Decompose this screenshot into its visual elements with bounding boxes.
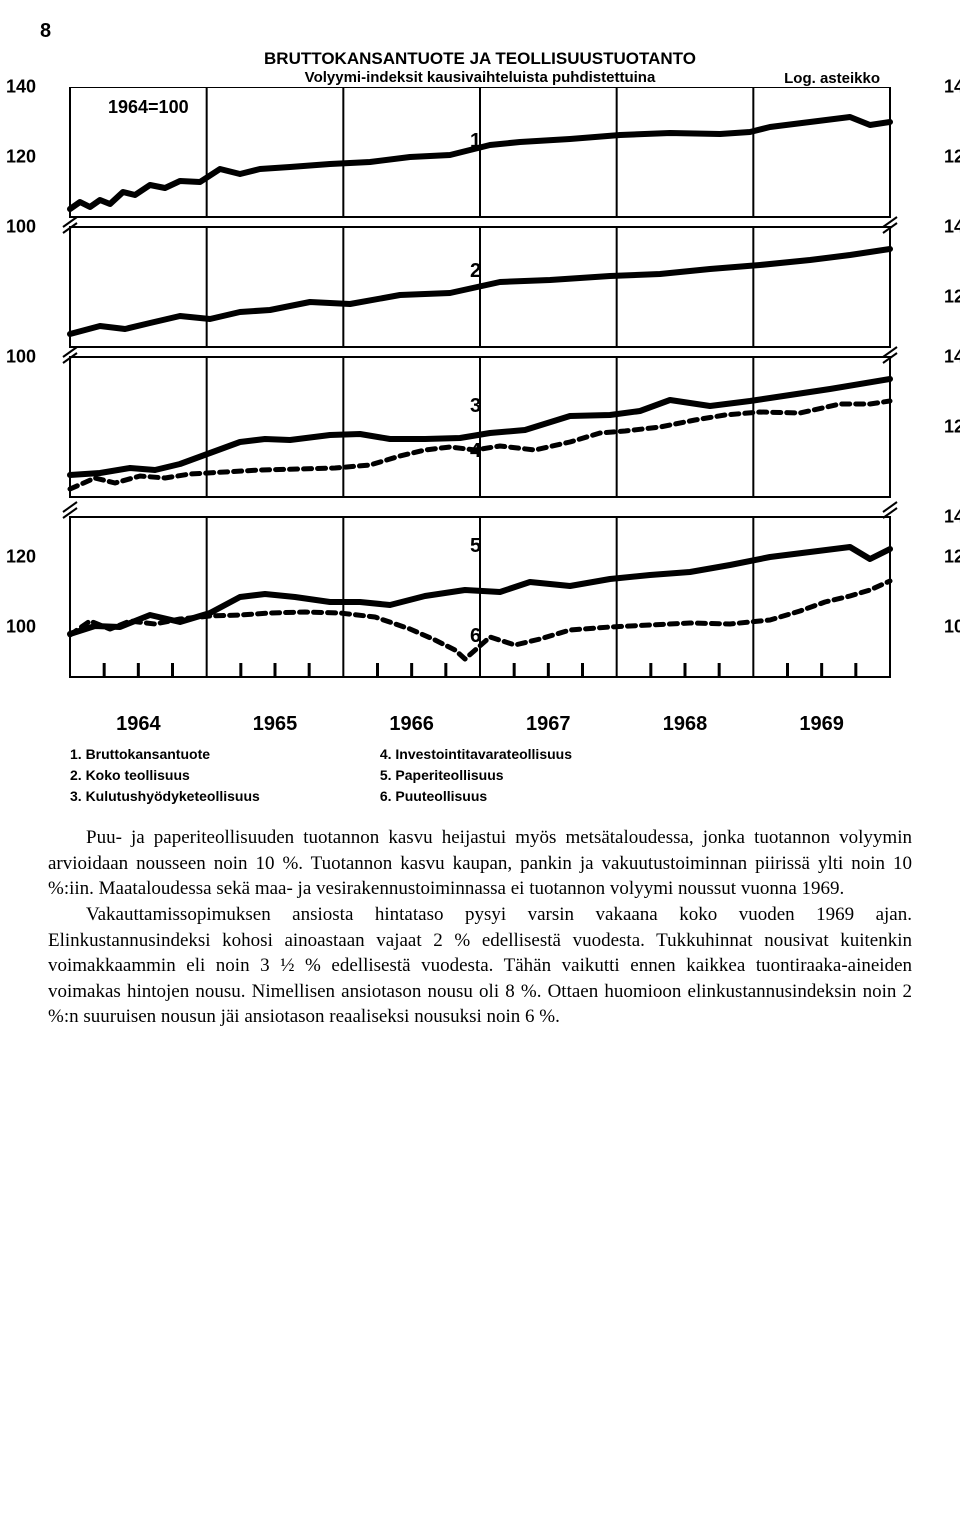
y-axis-tick-left: 100 xyxy=(0,347,36,368)
body-text: Puu- ja paperiteollisuuden tuotannon kas… xyxy=(48,825,912,1030)
body-paragraph: Puu- ja paperiteollisuuden tuotannon kas… xyxy=(48,825,912,902)
legend-item: 6. Puuteollisuus xyxy=(380,786,572,807)
y-axis-tick-left: 120 xyxy=(0,147,36,168)
y-axis-tick-left: 100 xyxy=(0,617,36,638)
y-axis-tick-right: 140 xyxy=(924,77,960,98)
chart-legend: 1. Bruttokansantuote2. Koko teollisuus3.… xyxy=(70,744,890,807)
x-axis-labels: 1964 1965 1966 1967 1968 1969 xyxy=(70,713,890,736)
y-axis-tick-right: 140 xyxy=(924,347,960,368)
legend-item: 4. Investointitavarateollisuus xyxy=(380,744,572,765)
y-axis-tick-left: 120 xyxy=(0,547,36,568)
svg-text:4: 4 xyxy=(470,440,482,462)
y-axis-tick-right: 140 xyxy=(924,507,960,528)
body-paragraph: Vakauttamissopimuksen ansiosta hintataso… xyxy=(48,902,912,1030)
legend-item: 5. Paperiteollisuus xyxy=(380,765,572,786)
chart-container: 123456 1964=100 140120140120100140120100… xyxy=(40,87,920,707)
svg-text:1: 1 xyxy=(470,130,481,152)
y-axis-tick-left: 140 xyxy=(0,77,36,98)
legend-right-column: 4. Investointitavarateollisuus5. Paperit… xyxy=(380,744,572,807)
base-year-label: 1964=100 xyxy=(108,97,189,118)
x-axis-year: 1965 xyxy=(253,713,298,736)
y-axis-tick-right: 120 xyxy=(924,417,960,438)
y-axis-tick-right: 100 xyxy=(924,617,960,638)
legend-item: 1. Bruttokansantuote xyxy=(70,744,260,765)
y-axis-tick-right: 140 xyxy=(924,217,960,238)
svg-text:5: 5 xyxy=(470,535,481,557)
x-axis-year: 1968 xyxy=(663,713,708,736)
x-axis-year: 1966 xyxy=(389,713,434,736)
page-number: 8 xyxy=(40,20,920,43)
x-axis-year: 1964 xyxy=(116,713,161,736)
y-axis-tick-left: 100 xyxy=(0,217,36,238)
svg-text:6: 6 xyxy=(470,625,481,647)
chart-title: BRUTTOKANSANTUOTE JA TEOLLISUUSTUOTANTO xyxy=(40,49,920,69)
x-axis-year: 1969 xyxy=(799,713,844,736)
legend-left-column: 1. Bruttokansantuote2. Koko teollisuus3.… xyxy=(70,744,260,807)
y-axis-tick-right: 120 xyxy=(924,287,960,308)
x-axis-year: 1967 xyxy=(526,713,571,736)
legend-item: 3. Kulutushyödyketeollisuus xyxy=(70,786,260,807)
svg-text:2: 2 xyxy=(470,260,481,282)
svg-text:3: 3 xyxy=(470,395,481,417)
y-axis-tick-right: 120 xyxy=(924,147,960,168)
chart-svg: 1 2 3 4 5 6 xyxy=(40,87,920,707)
y-axis-tick-right: 120 xyxy=(924,547,960,568)
legend-item: 2. Koko teollisuus xyxy=(70,765,260,786)
